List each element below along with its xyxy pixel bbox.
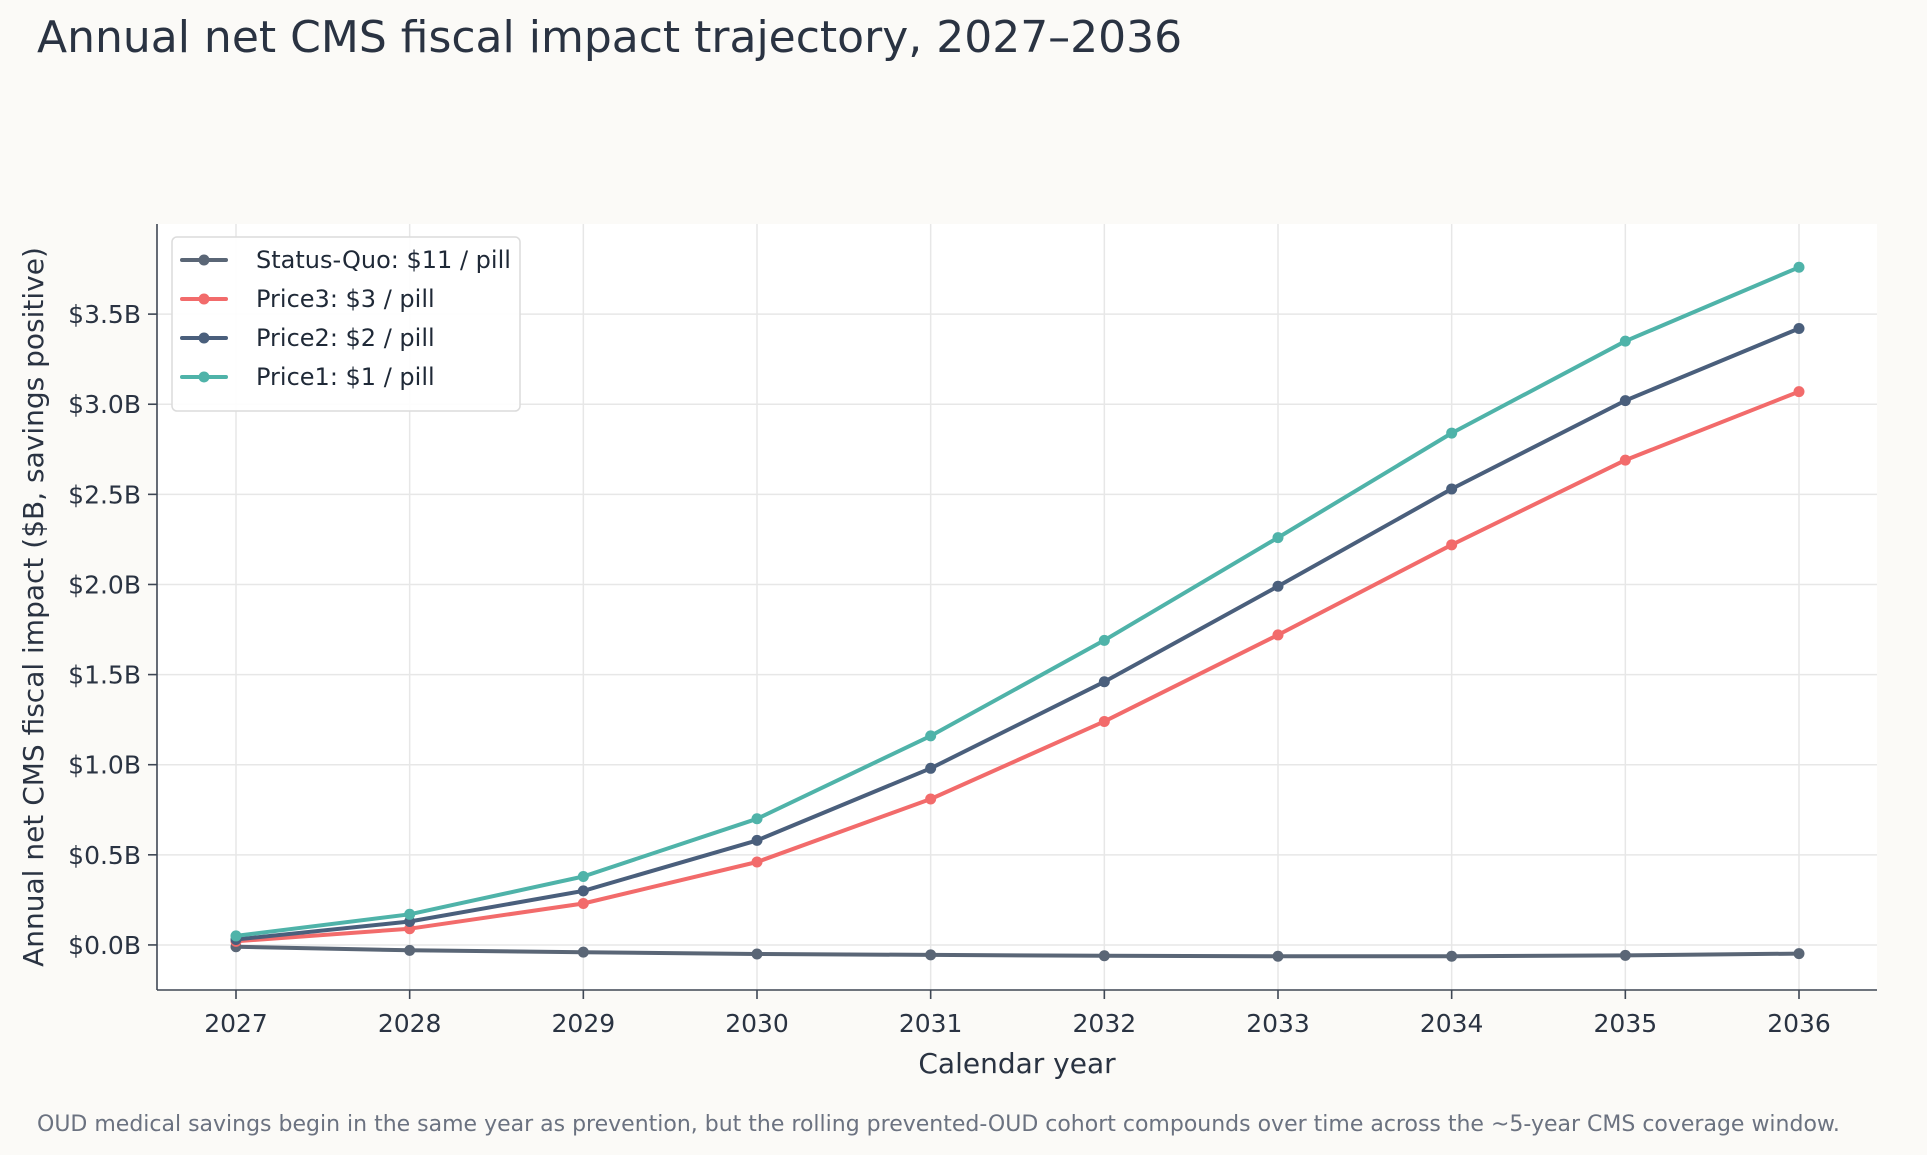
legend-item: Price3: $3 / pill [180, 285, 435, 313]
y-tick-label: $1.5B [68, 661, 141, 690]
data-point [925, 949, 937, 961]
series-line [234, 326, 1801, 942]
x-axis-label: Calendar year [918, 1047, 1116, 1080]
data-point [1793, 261, 1805, 273]
x-tick-label: 2029 [552, 1009, 616, 1038]
legend-item: Price1: $1 / pill [180, 363, 435, 391]
chart-title: Annual net CMS fiscal impact trajectory,… [37, 12, 1182, 63]
data-point [751, 834, 763, 846]
legend-box [171, 236, 521, 412]
data-point [577, 870, 589, 882]
data-point [1098, 634, 1110, 646]
data-point [1446, 427, 1458, 439]
series-layer [230, 261, 1805, 962]
x-tick-label: 2035 [1594, 1009, 1658, 1038]
series-line [234, 265, 1801, 938]
y-tick-label: $2.5B [68, 480, 141, 509]
data-point [1098, 950, 1110, 962]
data-point [1272, 950, 1284, 962]
x-tick-label: 2027 [204, 1009, 268, 1038]
y-tick-label: $2.0B [68, 570, 141, 599]
y-tick-label: $3.0B [68, 390, 141, 419]
data-point [577, 946, 589, 958]
legend-label: Price1: $1 / pill [256, 363, 435, 391]
y-tick-label: $0.0B [68, 931, 141, 960]
axes [156, 224, 1877, 991]
legend-swatch-marker [198, 371, 210, 383]
data-point [1272, 532, 1284, 544]
data-point [1793, 948, 1805, 960]
data-point [925, 793, 937, 805]
series-line [234, 389, 1801, 944]
legend-label: Price2: $2 / pill [256, 324, 435, 352]
legend-item: Price2: $2 / pill [180, 324, 435, 352]
legend-label: Status-Quo: $11 / pill [256, 246, 511, 274]
data-point [1272, 580, 1284, 592]
data-point [1619, 395, 1631, 407]
data-point [1619, 335, 1631, 347]
legend-swatch-marker [198, 293, 210, 305]
legend-label: Price3: $3 / pill [256, 285, 435, 313]
legend-swatch-marker [198, 332, 210, 344]
data-point [1446, 950, 1458, 962]
data-point [1272, 629, 1284, 641]
y-tick-label: $3.5B [68, 300, 141, 329]
legend-item: Status-Quo: $11 / pill [180, 246, 511, 274]
data-point [751, 813, 763, 825]
data-point [1793, 386, 1805, 398]
data-point [925, 730, 937, 742]
series-2 [230, 323, 1805, 946]
data-point [404, 908, 416, 920]
x-tick-label: 2031 [899, 1009, 963, 1038]
series-line [234, 944, 1801, 959]
data-point [577, 885, 589, 897]
grid [157, 224, 1877, 990]
series-0 [230, 941, 1805, 962]
data-point [1793, 323, 1805, 335]
y-axis-label: Annual net CMS fiscal impact ($B, saving… [17, 247, 50, 967]
data-point [577, 897, 589, 909]
data-point [1098, 676, 1110, 688]
data-point [230, 930, 242, 942]
data-point [751, 948, 763, 960]
y-tick-label: $0.5B [68, 841, 141, 870]
data-point [404, 944, 416, 956]
tick-labels: 2027 2028 2029 2030 2031 2032 2033 2034 2035 2036… [68, 300, 1831, 1038]
x-tick-label: 2032 [1073, 1009, 1137, 1038]
data-point [925, 762, 937, 774]
data-point [1098, 715, 1110, 727]
data-point [1446, 539, 1458, 551]
x-tick-label: 2033 [1246, 1009, 1310, 1038]
x-tick-label: 2028 [378, 1009, 442, 1038]
data-point [1619, 949, 1631, 961]
series-3 [230, 261, 1805, 942]
y-tick-label: $1.0B [68, 751, 141, 780]
chart-subtitle: OUD medical savings begin in the same ye… [37, 1112, 1840, 1137]
data-point [1446, 483, 1458, 495]
legend: Status-Quo: $11 / pill Price3: $3 / pill P… [171, 236, 521, 412]
x-tick-label: 2030 [725, 1009, 789, 1038]
data-point [1619, 454, 1631, 466]
x-tick-label: 2036 [1767, 1009, 1831, 1038]
data-point [751, 856, 763, 868]
legend-swatch-marker [198, 254, 210, 266]
x-tick-label: 2034 [1420, 1009, 1484, 1038]
